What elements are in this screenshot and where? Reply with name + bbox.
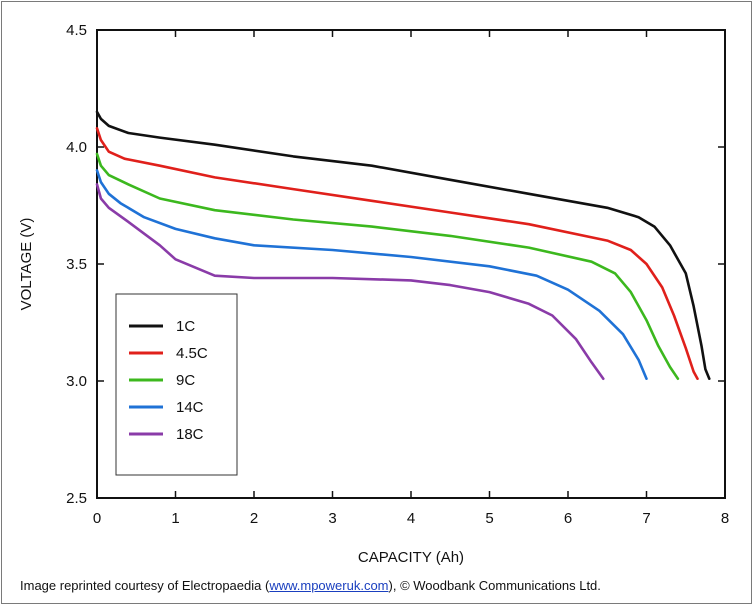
series-lines [95,110,711,380]
legend: 1C 4.5C 9C 14C 18C [115,293,238,476]
series-line-4-5c [95,127,699,380]
axis-ticks: 0 1 2 3 4 5 6 7 8 2.5 3.0 3.5 4.0 4.5 [66,22,729,527]
x-tick-label: 2 [250,510,258,527]
image-credit: Image reprinted courtesy of Electropaedi… [20,578,601,593]
credit-suffix: ), © Woodbank Communications Ltd. [388,578,601,593]
x-tick-label: 8 [721,510,729,527]
legend-box [115,293,238,476]
x-tick-label: 5 [485,510,493,527]
x-tick-label: 1 [171,510,179,527]
x-tick-label: 0 [93,510,101,527]
series-line-1c [95,110,711,380]
series-line-14c [95,169,648,380]
series-line-9c [95,152,680,380]
series-line-18c [95,183,605,380]
x-axis-title: CAPACITY (Ah) [358,549,464,566]
x-tick-label: 4 [407,510,415,527]
y-tick-label: 3.5 [66,256,87,273]
legend-label: 14C [176,399,204,416]
legend-label: 4.5C [176,345,208,362]
y-tick-label: 4.5 [66,22,87,39]
x-tick-label: 3 [328,510,336,527]
y-tick-label: 2.5 [66,490,87,507]
y-axis-title: VOLTAGE (V) [18,218,35,311]
credit-link[interactable]: www.mpoweruk.com [269,578,389,593]
legend-label: 18C [176,426,204,443]
credit-prefix: Image reprinted courtesy of Electropaedi… [20,578,270,593]
x-tick-label: 7 [642,510,650,527]
y-tick-label: 3.0 [66,373,87,390]
legend-label: 9C [176,372,195,389]
legend-items: 1C 4.5C 9C 14C 18C [129,318,208,443]
y-tick-label: 4.0 [66,139,87,156]
x-tick-label: 6 [564,510,572,527]
legend-label: 1C [176,318,195,335]
